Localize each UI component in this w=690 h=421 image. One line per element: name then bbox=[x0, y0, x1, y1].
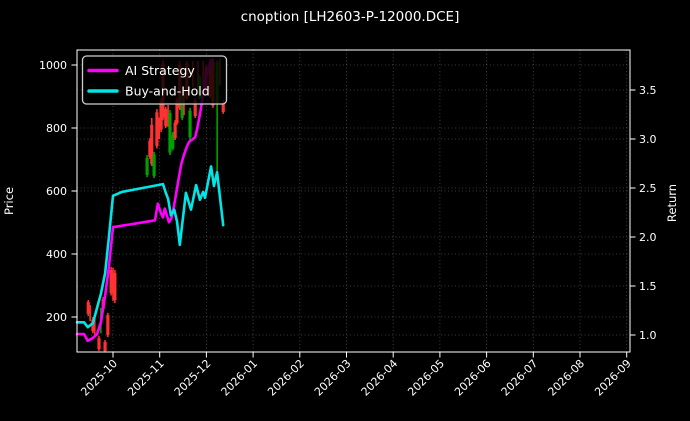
candle-body bbox=[221, 102, 225, 112]
y-left-tick-label: 600 bbox=[46, 185, 67, 198]
x-tick-label: 2026-01 bbox=[219, 357, 261, 399]
y-right-tick-label: 1.5 bbox=[639, 280, 657, 293]
candle-body bbox=[155, 112, 159, 146]
candle-body bbox=[188, 110, 192, 138]
candle-body bbox=[175, 100, 179, 123]
legend-box bbox=[81, 55, 228, 105]
legend: AI Strategy Buy-and-Hold bbox=[81, 55, 228, 105]
candle-body bbox=[145, 157, 149, 175]
y-left-tick-label: 200 bbox=[46, 311, 67, 324]
candle-body bbox=[193, 100, 197, 117]
x-tick-label: 2025-10 bbox=[78, 357, 120, 399]
x-tick-label: 2026-02 bbox=[265, 357, 307, 399]
candle-body bbox=[97, 338, 101, 350]
y-left-tick-label: 400 bbox=[46, 248, 67, 261]
candle-body bbox=[164, 109, 168, 127]
series-buy-and-hold bbox=[75, 165, 225, 329]
x-tick-label: 2025-11 bbox=[125, 357, 167, 399]
candle-body bbox=[86, 301, 90, 314]
y-left-axis-label: Price bbox=[2, 187, 16, 215]
legend-label: AI Strategy bbox=[125, 63, 195, 78]
candle-body bbox=[180, 97, 184, 118]
gridlines bbox=[77, 50, 630, 352]
x-tick-label: 2026-07 bbox=[499, 357, 541, 399]
series-lines bbox=[75, 58, 225, 343]
candle-body bbox=[148, 140, 152, 157]
x-tick-label: 2026-05 bbox=[405, 357, 447, 399]
legend-label: Buy-and-Hold bbox=[125, 84, 210, 99]
candle-body bbox=[103, 341, 107, 352]
candle-body bbox=[113, 272, 117, 300]
y-right-axis-label: Return bbox=[665, 184, 679, 222]
candle-body bbox=[150, 124, 154, 164]
candle-body bbox=[152, 154, 156, 176]
y-right-tick-label: 3.0 bbox=[639, 133, 657, 146]
y-right-tick-label: 2.0 bbox=[639, 231, 657, 244]
x-tick-label: 2026-08 bbox=[545, 357, 587, 399]
y-left-tick-label: 1000 bbox=[39, 59, 67, 72]
candle-body bbox=[109, 270, 113, 294]
y-right-tick-label: 2.5 bbox=[639, 182, 657, 195]
y-right-tick-label: 1.0 bbox=[639, 329, 657, 342]
candle-body bbox=[171, 134, 175, 149]
x-tick-label: 2026-09 bbox=[592, 357, 634, 399]
x-tick-label: 2026-04 bbox=[359, 357, 401, 399]
candle-body bbox=[159, 100, 163, 130]
chart-title: cnoption [LH2603-P-12000.DCE] bbox=[241, 9, 460, 25]
x-tick-label: 2026-06 bbox=[452, 357, 494, 399]
candle-body bbox=[173, 122, 177, 139]
candle-body bbox=[168, 112, 172, 153]
candle-body bbox=[91, 319, 95, 332]
x-tick-label: 2025-12 bbox=[172, 357, 214, 399]
candle-body bbox=[106, 315, 110, 335]
x-tick-label: 2026-03 bbox=[312, 357, 354, 399]
y-left-tick-label: 800 bbox=[46, 122, 67, 135]
y-right-tick-label: 3.5 bbox=[639, 84, 657, 97]
plot-border bbox=[76, 49, 631, 353]
series-ai-strategy bbox=[75, 58, 215, 343]
